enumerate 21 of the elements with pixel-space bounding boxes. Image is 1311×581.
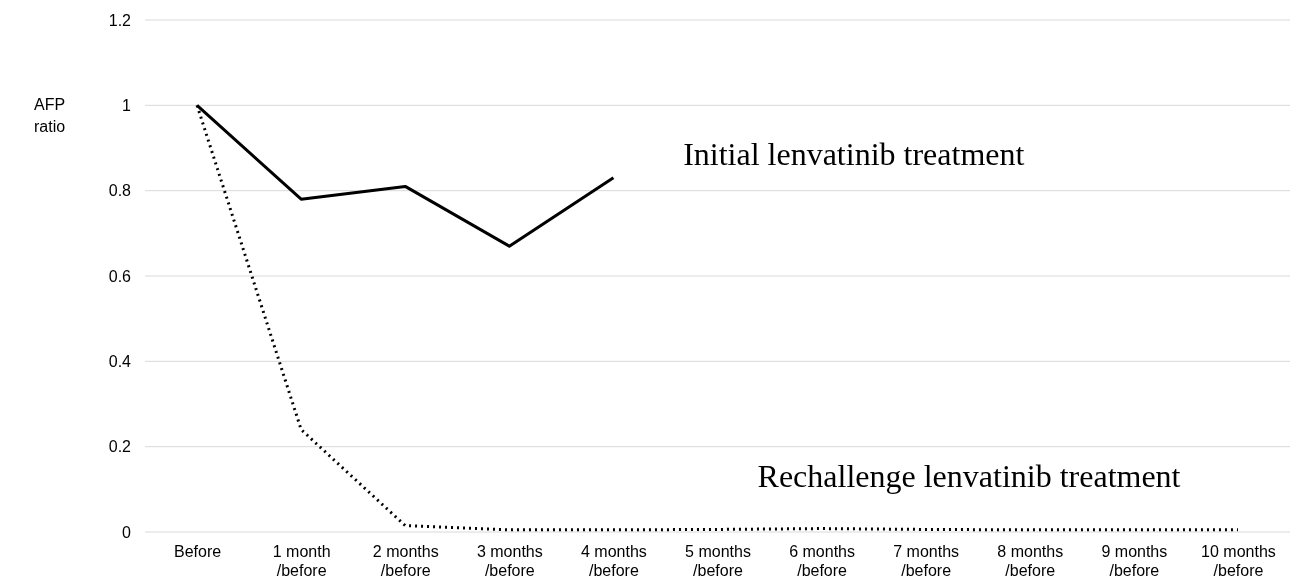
y-tick-label: 1.2 bbox=[108, 11, 132, 29]
y-tick-label: 0.8 bbox=[108, 182, 132, 200]
x-tick-label: 5 months /before bbox=[685, 543, 751, 579]
x-tick-label: 7 months /before bbox=[893, 543, 960, 579]
x-tick-label: 10 months /before bbox=[1201, 543, 1276, 579]
y-tick-label: 0.4 bbox=[108, 352, 132, 370]
y-axis-title: AFP ratio bbox=[34, 96, 66, 136]
y-tick-label: 0 bbox=[122, 523, 132, 541]
x-tick-label: 2 months /before bbox=[372, 543, 439, 579]
x-tick-label: 8 months /before bbox=[997, 543, 1064, 579]
y-tick-label: 0.2 bbox=[108, 438, 132, 456]
x-tick-label: 1 month /before bbox=[272, 543, 331, 579]
x-tick-label: 6 months /before bbox=[789, 543, 855, 579]
y-tick-label: 1 bbox=[122, 96, 132, 114]
text: Initial lenvatinib treatment bbox=[683, 136, 1025, 172]
x-tick-label: 9 months /before bbox=[1101, 543, 1168, 579]
y-tick-label: 0.6 bbox=[108, 267, 132, 285]
x-tick-label: 3 months /before bbox=[476, 543, 543, 579]
x-tick-label: Before bbox=[173, 543, 222, 561]
x-tick-label: 4 months /before bbox=[581, 543, 647, 579]
series-label: Rechallenge lenvatinib treatment bbox=[757, 458, 1181, 494]
